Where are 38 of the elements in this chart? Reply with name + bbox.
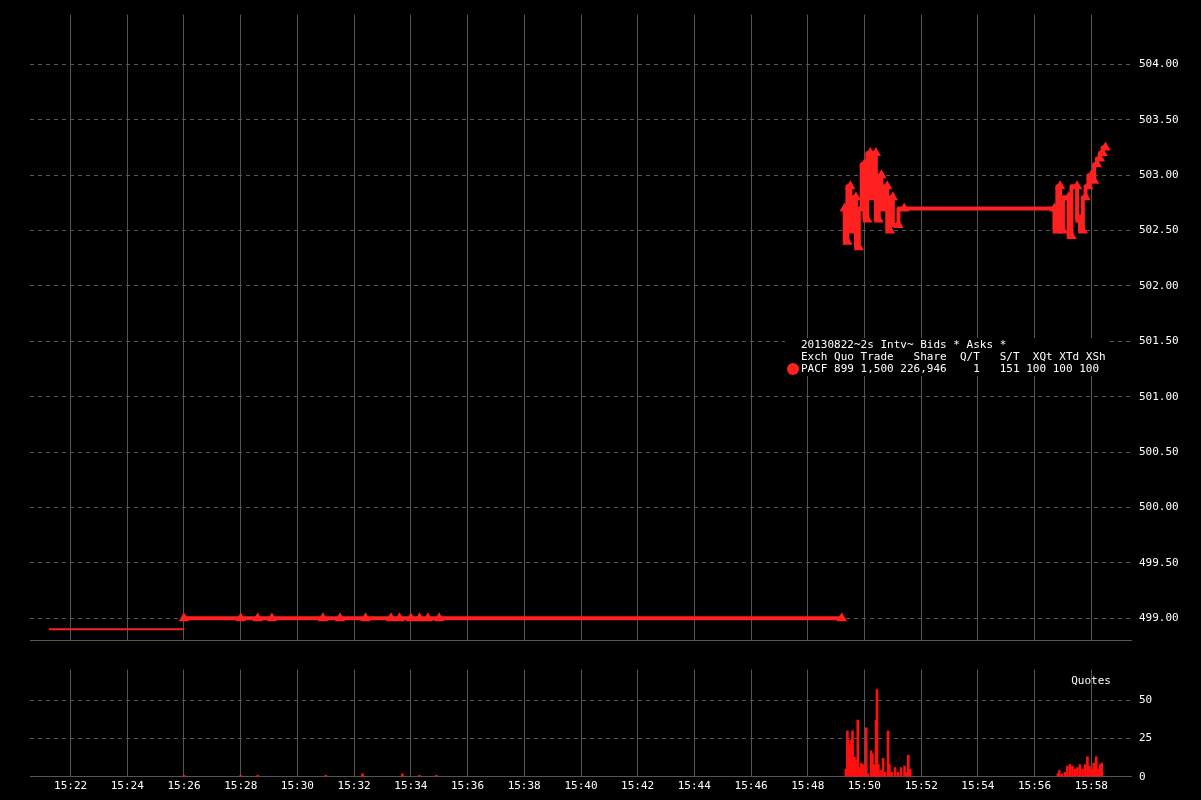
annotation: 20130822~2s Intv~ Bids * Asks *	[800, 338, 1008, 351]
y-tick-label: 0	[1139, 769, 1146, 783]
y-tick-label: 499.00	[1139, 611, 1179, 625]
x-tick-label: 15:42	[621, 779, 655, 793]
x-tick-label: 15:34	[394, 779, 428, 793]
x-tick-label: 15:22	[54, 779, 88, 793]
x-tick-label: 15:48	[791, 779, 825, 793]
y-tick-label: 499.50	[1139, 555, 1179, 569]
y-tick-label: 50	[1139, 693, 1153, 707]
y-tick-label: 500.00	[1139, 500, 1179, 514]
x-tick-label: 15:40	[564, 779, 598, 793]
y-tick-label: 502.50	[1139, 223, 1179, 237]
x-tick-label: 15:32	[337, 779, 371, 793]
x-tick-label: 15:24	[110, 779, 145, 793]
x-tick-label: 15:58	[1074, 779, 1108, 793]
x-tick-label: 15:30	[280, 779, 314, 793]
y-tick-label: 504.00	[1139, 57, 1179, 71]
y-tick-label: 503.00	[1139, 168, 1179, 182]
x-tick-label: 15:26	[167, 779, 201, 793]
y-tick-label: 25	[1139, 731, 1153, 745]
y-tick-label: 502.00	[1139, 278, 1179, 292]
x-tick-label: 15:36	[450, 779, 485, 793]
x-tick-label: 15:28	[224, 779, 258, 793]
x-tick-label: 15:44	[677, 779, 712, 793]
x-tick-label: 15:56	[1017, 779, 1052, 793]
x-tick-label: 15:46	[734, 779, 768, 793]
annotation: 899 1,500 226,946 1 151 100 100 100	[833, 362, 1100, 375]
annotation: Exch Quo Trade Share Q/T S/T XQt XTd XSh	[800, 350, 1106, 363]
x-tick-label: 15:50	[847, 779, 881, 793]
x-tick-label: 15:38	[507, 779, 541, 793]
x-tick-label: 15:54	[961, 779, 995, 793]
y-tick-label: 503.50	[1139, 112, 1179, 126]
y-tick-label: 501.00	[1139, 389, 1179, 403]
annotation: Quotes	[1071, 674, 1111, 688]
y-tick-label: 500.50	[1139, 444, 1179, 458]
legend-label: PACF	[801, 362, 828, 375]
x-tick-label: 15:52	[904, 779, 938, 793]
y-tick-label: 501.50	[1139, 334, 1179, 348]
